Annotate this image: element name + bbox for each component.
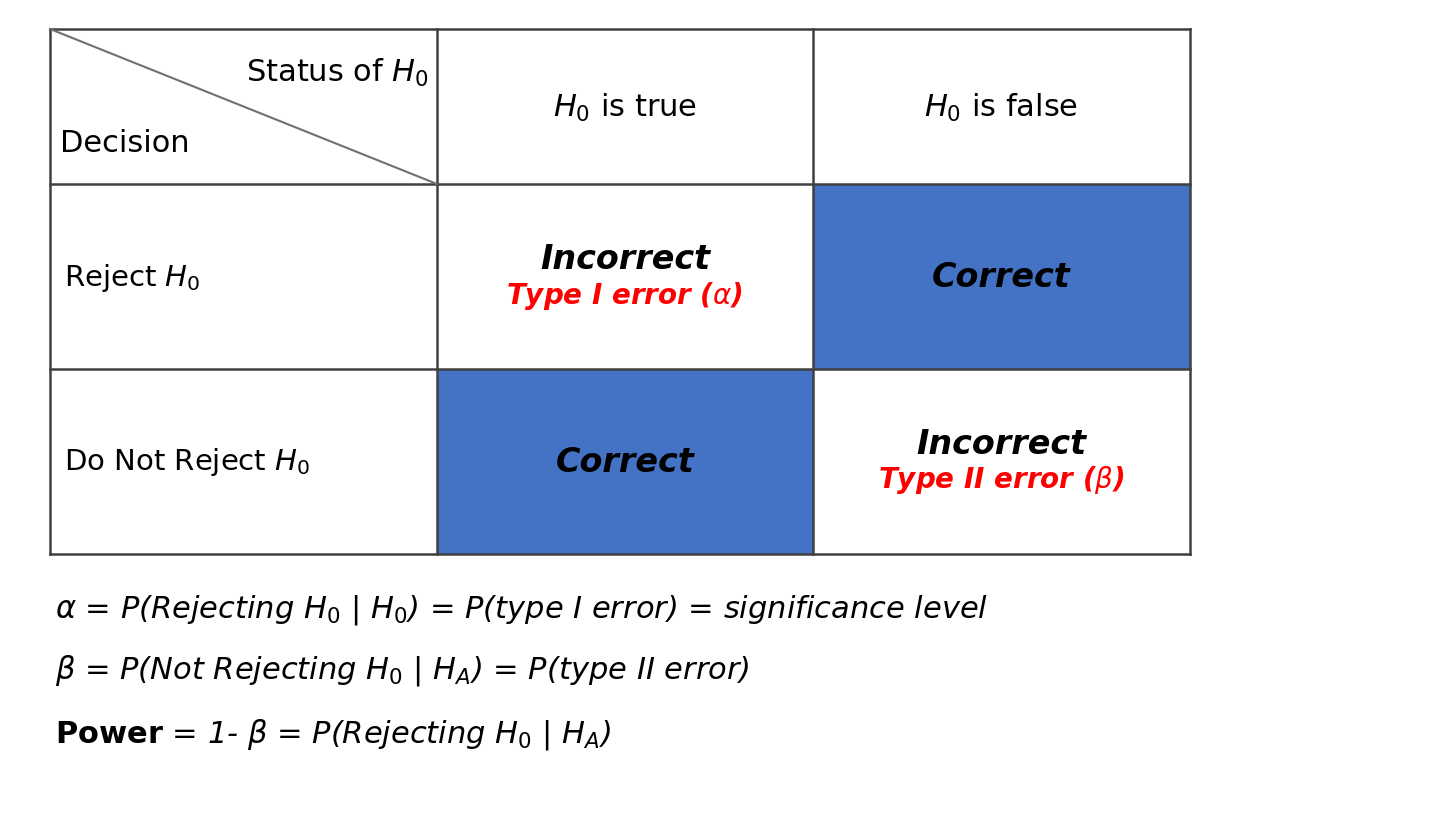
Bar [814, 369, 1189, 554]
Text: $\mathbf{Power}$ = 1- $\beta$ = P(Rejecting $H_0$ | $H_A$): $\mathbf{Power}$ = 1- $\beta$ = P(Reject… [55, 717, 611, 752]
Text: Correct: Correct [556, 445, 694, 479]
Text: Decision: Decision [60, 128, 190, 157]
Text: $H_0$ is true: $H_0$ is true [553, 91, 697, 123]
Bar [436, 369, 814, 554]
Text: Correct: Correct [932, 261, 1071, 294]
Text: Type I error ($\alpha$): Type I error ($\alpha$) [507, 279, 743, 311]
Text: $H_0$ is false: $H_0$ is false [924, 91, 1079, 123]
Bar [436, 30, 814, 185]
Bar [50, 30, 436, 185]
Bar [436, 185, 814, 369]
Text: $\alpha$ = P(Rejecting $H_0$ | $H_0$) = P(type I error) = significance level: $\alpha$ = P(Rejecting $H_0$ | $H_0$) = … [55, 592, 988, 626]
Text: Incorrect: Incorrect [916, 427, 1087, 460]
Bar [50, 369, 436, 554]
Text: Reject $H_0$: Reject $H_0$ [63, 261, 200, 293]
Bar [50, 185, 436, 369]
Text: Status of $H_0$: Status of $H_0$ [246, 57, 429, 89]
Text: Do Not Reject $H_0$: Do Not Reject $H_0$ [63, 446, 310, 478]
Bar [814, 185, 1189, 369]
Text: Incorrect: Incorrect [540, 243, 710, 276]
Bar [814, 30, 1189, 185]
Text: Type II error ($\beta$): Type II error ($\beta$) [878, 464, 1125, 496]
Text: $\beta$ = P(Not Rejecting $H_0$ | $H_A$) = P(type II error): $\beta$ = P(Not Rejecting $H_0$ | $H_A$)… [55, 652, 750, 686]
